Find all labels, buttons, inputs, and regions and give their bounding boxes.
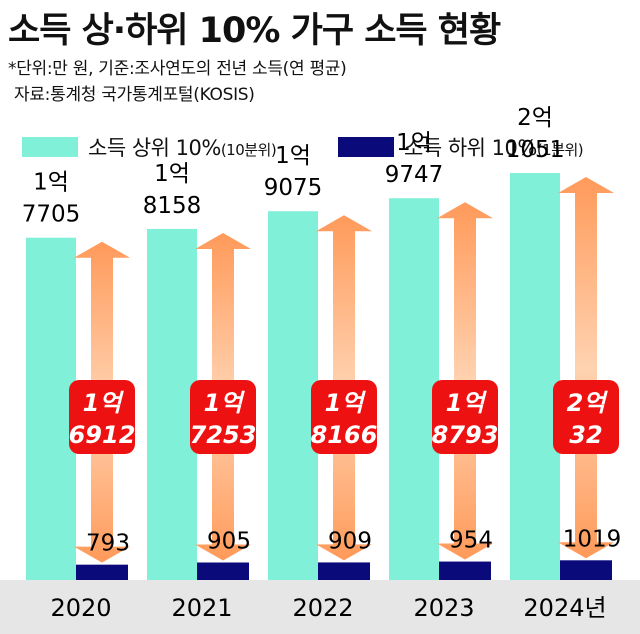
bar-bottom-2021 bbox=[197, 562, 249, 580]
x-tick-label: 2024년 bbox=[523, 594, 606, 622]
x-tick-label: 2020 bbox=[50, 594, 111, 622]
top-value-label-line1: 1억 bbox=[275, 143, 311, 169]
unit-note: *단위:만 원, 기준:조사연도의 전년 소득(연 평균) bbox=[8, 59, 347, 79]
top-value-label-line1: 1억 bbox=[33, 170, 69, 196]
gap-label-line1: 2억 bbox=[567, 389, 609, 417]
x-tick-label: 2021 bbox=[171, 594, 232, 622]
source-note: 자료:통계청 국가통계포털(KOSIS) bbox=[14, 85, 255, 105]
bar-top-2022 bbox=[268, 211, 318, 580]
top-value-label-line1: 1억 bbox=[154, 161, 190, 187]
chart-title: 소득 상·하위 10% 가구 소득 현황 bbox=[8, 11, 501, 51]
bar-top-2021 bbox=[147, 228, 197, 581]
bar-bottom-2022 bbox=[318, 562, 370, 580]
top-value-label-line2: 7705 bbox=[22, 202, 81, 228]
gap-label-line2: 8166 bbox=[311, 421, 378, 449]
gap-label-line1: 1억 bbox=[325, 389, 367, 417]
gap-label-box bbox=[432, 380, 498, 454]
bottom-value-label: 954 bbox=[449, 528, 493, 554]
bar-top-2020 bbox=[26, 237, 76, 580]
gap-label-box bbox=[553, 380, 619, 454]
legend-sub-top: (10분위) bbox=[220, 141, 277, 159]
gap-label-line1: 1억 bbox=[83, 389, 125, 417]
top-value-label-line2: 8158 bbox=[143, 193, 202, 219]
bottom-value-label: 905 bbox=[207, 529, 251, 555]
top-value-label-line2: 9747 bbox=[385, 162, 444, 188]
gap-label-line2: 6912 bbox=[69, 421, 136, 449]
legend-item-bottom: 소득 하위 10%(1분위) bbox=[338, 134, 584, 160]
gap-label-line1: 1억 bbox=[204, 389, 246, 417]
legend-sub-bottom: (1분위) bbox=[536, 141, 584, 159]
bottom-value-label: 793 bbox=[86, 531, 130, 557]
gap-label-box bbox=[190, 380, 256, 454]
gap-label-box bbox=[69, 380, 135, 454]
bar-top-2024년 bbox=[510, 173, 560, 581]
legend-label-bottom: 소득 하위 10% bbox=[404, 136, 537, 160]
x-axis-band bbox=[0, 580, 640, 634]
legend-item-top: 소득 상위 10%(10분위) bbox=[22, 134, 277, 160]
gap-label-box bbox=[311, 380, 377, 454]
gap-label-line2: 8793 bbox=[432, 421, 499, 449]
top-value-label-line2: 1051 bbox=[506, 137, 565, 163]
bar-bottom-2020 bbox=[76, 564, 128, 580]
legend-label-top: 소득 상위 10% bbox=[88, 136, 221, 160]
bar-bottom-2023 bbox=[439, 561, 491, 580]
legend-swatch-bottom bbox=[338, 137, 394, 157]
gap-label-line2: 32 bbox=[569, 421, 602, 449]
legend-swatch-top bbox=[22, 137, 78, 157]
top-value-label-line2: 9075 bbox=[264, 175, 323, 201]
gap-label-line2: 7253 bbox=[190, 421, 257, 449]
top-value-label-line1: 2억 bbox=[517, 105, 553, 131]
x-tick-label: 2022 bbox=[292, 594, 353, 622]
bar-top-2023 bbox=[389, 198, 439, 580]
bottom-value-label: 1019 bbox=[563, 526, 622, 552]
gap-arrow-2024년 bbox=[558, 177, 614, 559]
bar-bottom-2024년 bbox=[560, 560, 612, 580]
gap-label-line1: 1억 bbox=[446, 389, 488, 417]
x-tick-label: 2023 bbox=[413, 594, 474, 622]
top-value-label-line1: 1억 bbox=[396, 130, 432, 156]
bottom-value-label: 909 bbox=[328, 528, 372, 554]
